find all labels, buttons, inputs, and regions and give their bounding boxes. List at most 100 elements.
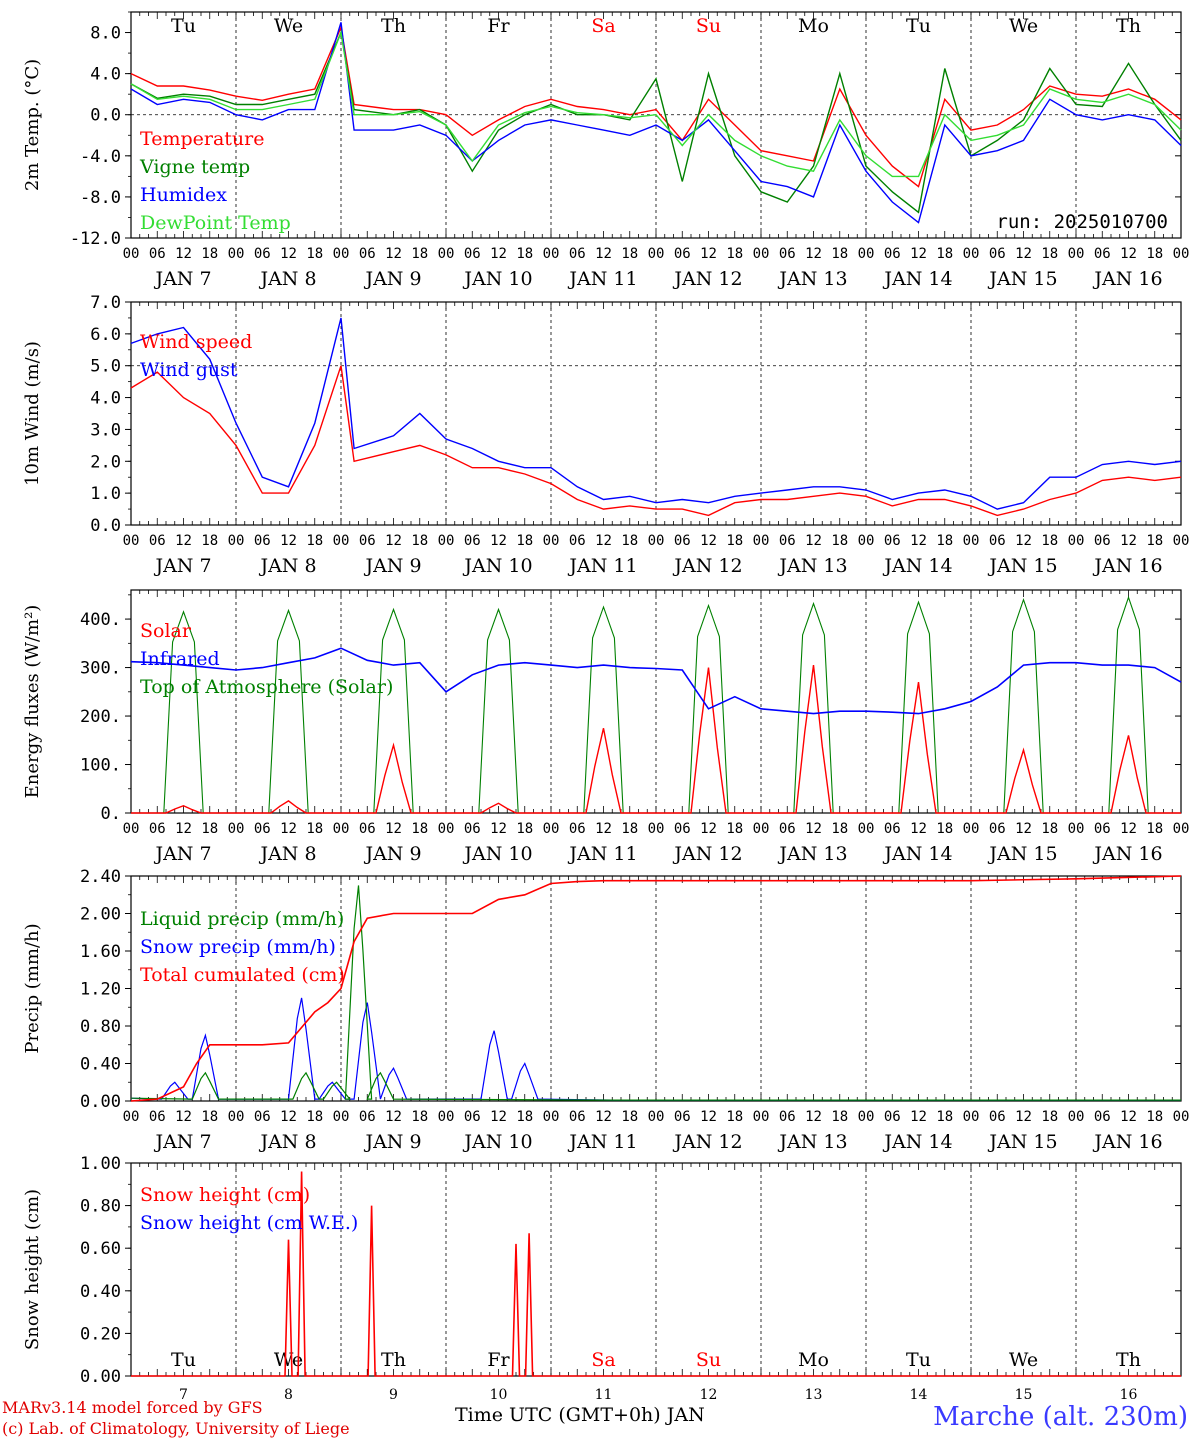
date-label: JAN 13 — [777, 843, 847, 865]
hour-tick-label: 12 — [385, 246, 402, 262]
legend-entry: Liquid precip (mm/h) — [140, 908, 344, 930]
date-label: JAN 12 — [672, 268, 742, 290]
y-tick-label: -4.0 — [80, 147, 121, 167]
hour-tick-label: 12 — [1015, 246, 1032, 262]
hour-tick-label: 12 — [490, 1109, 507, 1125]
hour-tick-label: 06 — [884, 533, 901, 549]
y-tick-label: 0.0 — [90, 106, 121, 126]
hour-tick-label: 00 — [123, 246, 140, 262]
hour-tick-label: 06 — [989, 1109, 1006, 1125]
hour-tick-label: 12 — [700, 821, 717, 837]
hour-tick-label: 18 — [621, 246, 638, 262]
hour-tick-label: 00 — [123, 533, 140, 549]
hour-tick-label: 18 — [411, 533, 428, 549]
date-label: JAN 8 — [258, 555, 316, 577]
hour-tick-label: 00 — [333, 821, 350, 837]
date-label: JAN 10 — [462, 268, 532, 290]
hour-tick-label: 00 — [963, 1109, 980, 1125]
y-tick-label: 6.0 — [90, 325, 121, 345]
y-tick-label: 1.60 — [80, 942, 121, 962]
y-tick-label: 0.40 — [80, 1055, 121, 1075]
hour-tick-label: 12 — [595, 1109, 612, 1125]
hour-tick-label: 06 — [254, 1109, 271, 1125]
hour-tick-label: 06 — [1094, 533, 1111, 549]
hour-tick-label: 00 — [858, 246, 875, 262]
hour-tick-label: 06 — [1094, 1109, 1111, 1125]
hour-tick-label: 12 — [805, 1109, 822, 1125]
hour-tick-label: 18 — [411, 1109, 428, 1125]
weekday-label-bottom: Th — [381, 1349, 406, 1371]
y-tick-label: 1.0 — [90, 484, 121, 504]
legend-entry: Humidex — [140, 184, 227, 206]
y-tick-label: 100. — [80, 756, 121, 776]
hour-tick-label: 12 — [910, 821, 927, 837]
infrared-line — [130, 647, 1182, 715]
y-tick-label: 0. — [101, 804, 121, 824]
hour-tick-label: 00 — [333, 533, 350, 549]
hour-tick-label: 12 — [910, 246, 927, 262]
legend-entry: Wind speed — [140, 331, 252, 353]
weekday-label: Th — [381, 15, 406, 37]
hour-tick-label: 18 — [621, 1109, 638, 1125]
y-tick-label: 0.0 — [90, 516, 121, 536]
y-tick-label: 4.0 — [90, 65, 121, 85]
hour-tick-label: 00 — [753, 1109, 770, 1125]
run-label: run: 2025010700 — [996, 211, 1168, 233]
hour-tick-label: 00 — [1068, 1109, 1085, 1125]
hour-tick-label: 12 — [175, 533, 192, 549]
hour-tick-label: 00 — [1173, 1109, 1190, 1125]
y-tick-label: 1.00 — [80, 1154, 121, 1174]
hour-tick-label: 18 — [936, 533, 953, 549]
hour-tick-label: 06 — [149, 1109, 166, 1125]
hour-tick-label: 06 — [989, 533, 1006, 549]
day-number-label: 14 — [910, 1387, 928, 1403]
hour-tick-label: 12 — [910, 1109, 927, 1125]
weekday-label: Tu — [906, 15, 931, 37]
day-number-label: 12 — [700, 1387, 718, 1403]
hour-tick-label: 06 — [989, 821, 1006, 837]
hour-tick-label: 12 — [700, 1109, 717, 1125]
hour-tick-label: 18 — [516, 821, 533, 837]
date-label: JAN 15 — [987, 843, 1057, 865]
date-label: JAN 8 — [258, 1131, 316, 1153]
hour-tick-label: 00 — [228, 246, 245, 262]
y-tick-label: 300. — [80, 659, 121, 679]
legend-entry: Wind gust — [140, 359, 238, 381]
station-label: Marche (alt. 230m) — [933, 1402, 1188, 1432]
hour-tick-label: 12 — [490, 246, 507, 262]
y-tick-label: 0.20 — [80, 1324, 121, 1344]
hour-tick-label: 12 — [1120, 821, 1137, 837]
y-axis-label: Energy fluxes (W/m²) — [22, 605, 43, 799]
hour-tick-label: 00 — [858, 1109, 875, 1125]
hour-tick-label: 00 — [963, 246, 980, 262]
hour-tick-label: 06 — [674, 246, 691, 262]
y-tick-label: 0.80 — [80, 1197, 121, 1217]
hour-tick-label: 18 — [726, 533, 743, 549]
legend-entry: Snow precip (mm/h) — [140, 936, 336, 958]
date-label: JAN 14 — [882, 1131, 952, 1153]
hour-tick-label: 00 — [1173, 246, 1190, 262]
weekday-label: We — [1009, 15, 1038, 37]
hour-tick-label: 18 — [1146, 821, 1163, 837]
hour-tick-label: 00 — [543, 533, 560, 549]
hour-tick-label: 06 — [149, 533, 166, 549]
hour-tick-label: 06 — [464, 1109, 481, 1125]
hour-tick-label: 00 — [1068, 533, 1085, 549]
day-number-label: 15 — [1015, 1387, 1033, 1403]
hour-tick-label: 18 — [306, 821, 323, 837]
hour-tick-label: 12 — [595, 533, 612, 549]
date-label: JAN 9 — [363, 555, 421, 577]
hour-tick-label: 18 — [621, 533, 638, 549]
legend-entry: DewPoint Temp — [140, 212, 291, 234]
weekday-label: Th — [1116, 15, 1141, 37]
hour-tick-label: 12 — [700, 533, 717, 549]
hour-tick-label: 18 — [306, 246, 323, 262]
hour-tick-label: 18 — [1146, 246, 1163, 262]
hour-tick-label: 06 — [779, 821, 796, 837]
hour-tick-label: 12 — [385, 821, 402, 837]
hour-tick-label: 18 — [831, 1109, 848, 1125]
date-label: JAN 10 — [462, 843, 532, 865]
hour-tick-label: 18 — [516, 533, 533, 549]
hour-tick-label: 06 — [569, 533, 586, 549]
hour-tick-label: 18 — [1041, 246, 1058, 262]
